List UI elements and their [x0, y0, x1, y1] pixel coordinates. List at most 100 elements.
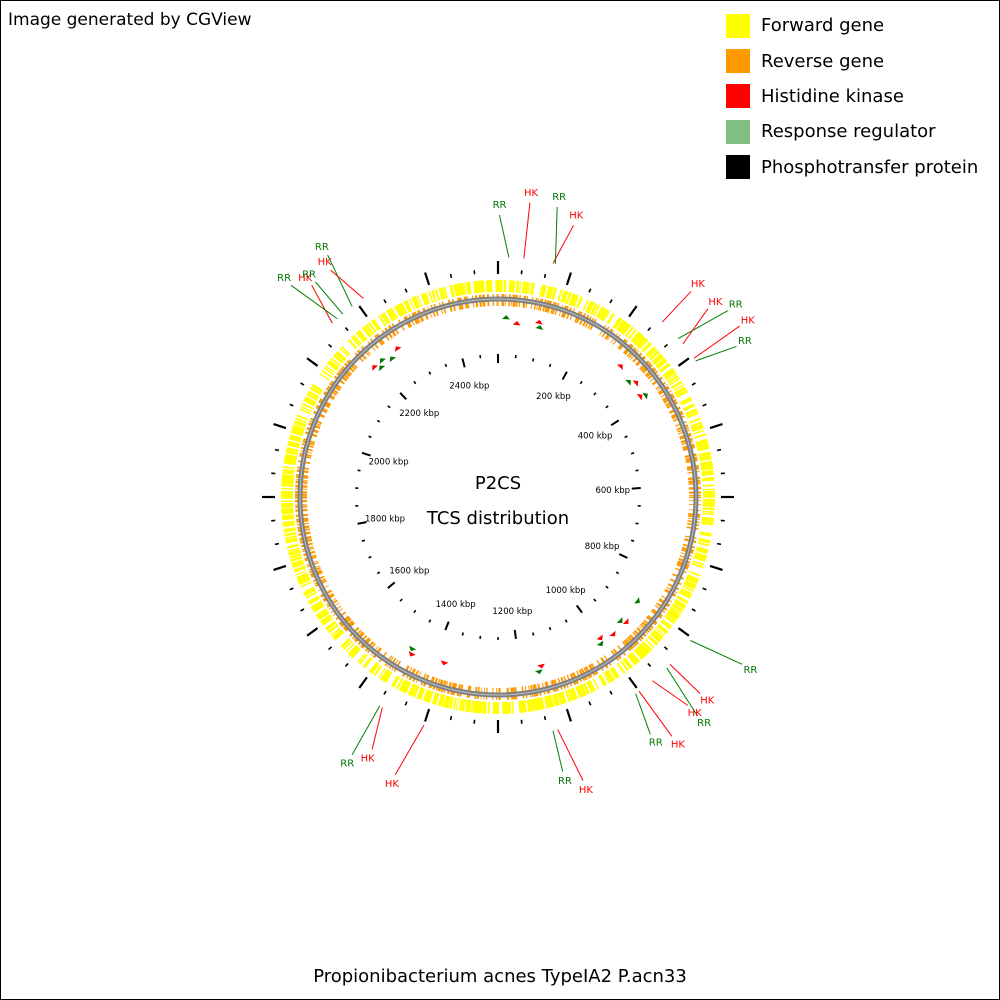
forward-gene: [392, 676, 400, 688]
forward-gene: [683, 582, 696, 590]
forward-gene: [356, 329, 368, 342]
forward-gene: [690, 421, 703, 428]
forward-gene: [507, 701, 512, 714]
forward-gene: [367, 322, 377, 334]
forward-gene: [607, 313, 616, 325]
forward-gene: [529, 282, 536, 296]
tcs-feature-markers: [372, 315, 648, 675]
forward-gene: [282, 468, 295, 473]
forward-gene: [670, 380, 683, 390]
forward-gene: [284, 531, 297, 537]
legend-label: Reverse gene: [761, 50, 885, 72]
forward-gene: [281, 500, 294, 503]
forward-gene: [388, 308, 398, 321]
forward-gene: [345, 642, 355, 653]
forward-gene: [693, 433, 707, 439]
forward-gene: [361, 325, 372, 338]
forward-gene: [575, 685, 583, 699]
forward-gene: [686, 574, 700, 582]
outer-major-tick: [709, 564, 723, 571]
rr-label: RR: [340, 758, 354, 769]
rr-label: RR: [649, 738, 663, 749]
ruler-label: 1200 kbp: [492, 607, 532, 617]
forward-gene: [653, 355, 664, 365]
forward-gene: [658, 362, 671, 373]
ruler-minor-tick: [413, 609, 417, 614]
forward-gene: [604, 671, 613, 683]
forward-gene: [300, 581, 312, 588]
forward-gene: [289, 553, 302, 559]
ruler-major-tick: [357, 521, 367, 525]
forward-gene: [702, 488, 715, 491]
legend-label: Response regulator: [761, 121, 936, 143]
hk-marker: [616, 364, 623, 370]
hk-label: HK: [688, 708, 703, 719]
forward-gene: [394, 304, 403, 318]
forward-gene: [702, 494, 715, 498]
forward-gene: [470, 700, 474, 713]
outer-minor-tick: [691, 608, 696, 612]
forward-gene: [692, 429, 705, 435]
forward-gene: [490, 280, 493, 293]
forward-gene: [627, 653, 638, 665]
hk-marker: [537, 663, 545, 669]
ruler-minor-tick: [579, 380, 583, 385]
forward-gene: [651, 353, 663, 364]
outer-major-tick: [306, 627, 319, 637]
forward-gene: [552, 693, 559, 707]
forward-gene: [702, 490, 715, 495]
forward-gene: [357, 652, 366, 663]
forward-gene: [464, 699, 468, 712]
forward-gene: [457, 283, 463, 296]
forward-gene: [495, 701, 500, 714]
forward-gene: [443, 695, 449, 708]
callout-line: [661, 291, 692, 323]
forward-gene: [555, 693, 561, 706]
outer-minor-tick: [716, 542, 722, 546]
forward-gene: [281, 474, 295, 479]
legend-label: Forward gene: [761, 15, 885, 37]
forward-gene: [655, 627, 666, 637]
forward-gene: [602, 672, 611, 684]
forward-gene: [605, 669, 616, 682]
forward-gene: [543, 696, 550, 709]
forward-gene: [585, 300, 594, 313]
forward-gene: [678, 592, 691, 600]
outer-major-tick: [565, 272, 572, 286]
forward-gene: [652, 629, 664, 640]
forward-gene: [691, 425, 704, 433]
hk-marker: [512, 321, 521, 326]
forward-gene: [468, 281, 472, 294]
legend-item-forward-gene: Forward gene: [726, 8, 978, 43]
forward-gene: [286, 543, 299, 549]
forward-gene: [627, 329, 637, 340]
outer-major-tick: [306, 357, 319, 367]
forward-gene: [282, 471, 295, 475]
legend-item-phosphotransfer-protein: Phosphotransfer protein: [726, 150, 978, 185]
forward-gene: [281, 484, 294, 487]
forward-gene: [281, 493, 294, 497]
forward-gene: [531, 698, 536, 712]
outer-minor-tick: [274, 542, 280, 546]
forward-gene: [693, 556, 706, 562]
forward-gene: [297, 574, 310, 583]
callout-line: [695, 345, 737, 362]
forward-gene: [291, 426, 305, 434]
ruler-major-tick: [361, 451, 371, 457]
forward-gene: [665, 613, 677, 622]
forward-gene: [681, 399, 693, 406]
hk-marker: [394, 346, 402, 352]
hk-marker: [372, 365, 379, 371]
forward-gene: [511, 701, 515, 714]
outer-tick-ring: [262, 261, 734, 733]
legend-item-response-regulator: Response regulator: [726, 114, 978, 149]
forward-gene: [449, 284, 455, 298]
ruler-minor-tick: [593, 598, 597, 602]
forward-gene: [676, 595, 689, 604]
hk-marker: [440, 660, 449, 666]
forward-gene: [685, 576, 699, 585]
forward-gene: [664, 615, 676, 624]
ruler-major-tick: [399, 392, 407, 401]
forward-gene: [324, 364, 336, 374]
